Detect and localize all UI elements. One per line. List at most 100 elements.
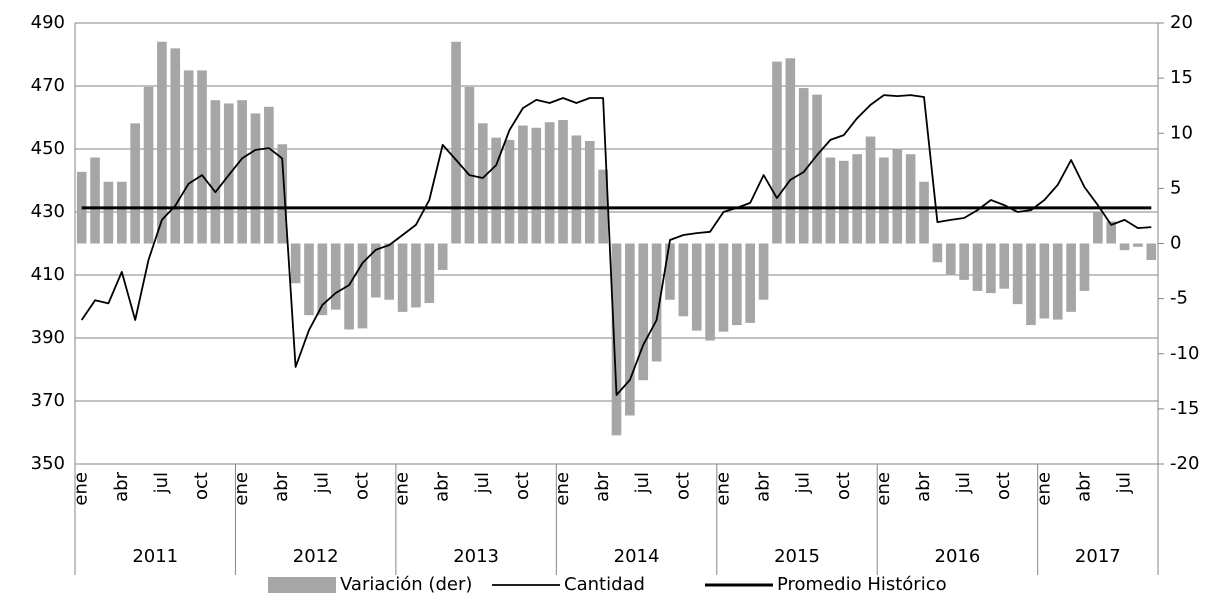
year-label: 2011 [132,546,178,567]
x-tick-label: jul [953,472,974,494]
y2-tick-label: 10 [1170,122,1193,143]
bar [986,243,996,294]
bar [103,181,114,244]
legend-label: Variación (der) [340,574,472,595]
bar [1093,212,1103,244]
bar [437,243,448,270]
bar [143,86,154,244]
bar [678,243,689,317]
bar [1012,243,1023,305]
bar [250,113,261,244]
y2-tick-label: -5 [1170,288,1188,309]
legend-swatch [268,577,336,593]
year-label: 2017 [1075,546,1121,567]
x-tick-label: abr [913,471,934,501]
bar [758,243,769,300]
bar [518,125,528,244]
bar [852,154,862,244]
bar [277,144,288,244]
bar [1026,243,1036,326]
bar [892,148,903,244]
legend-label: Promedio Histórico [777,574,947,595]
y2-tick-label: -20 [1170,453,1199,474]
x-tick-label: abr [1073,471,1094,501]
bar [584,140,595,244]
bar [477,123,488,244]
x-tick-label: oct [512,472,533,500]
x-tick-label: ene [1033,472,1054,506]
bar [879,157,889,244]
bar [304,243,314,316]
bar [237,100,247,244]
bar [197,70,207,244]
bar [651,243,662,362]
bar [919,181,929,244]
bar [531,127,542,244]
bar [210,100,221,244]
x-tick-label: jul [311,472,332,494]
legend-label: Cantidad [564,574,645,595]
bar [1079,243,1090,291]
bar [76,171,87,244]
x-tick-label: oct [672,472,693,500]
bar [798,88,809,244]
year-label: 2012 [293,546,339,567]
bar [1039,243,1050,319]
bar [1119,243,1130,251]
y-tick-label: 370 [31,390,65,411]
year-label: 2015 [774,546,820,567]
bar [638,243,649,381]
bar [1052,243,1063,320]
bar [371,243,381,298]
bar [1133,243,1143,247]
y-tick-label: 470 [31,75,65,96]
y-tick-label: 410 [31,264,65,285]
x-tick-label: jul [632,472,653,494]
x-tick-label: jul [793,472,814,494]
bar [157,41,167,244]
bar [317,243,328,316]
y2-tick-label: 15 [1170,67,1193,88]
bar [705,243,715,341]
bar [451,41,461,244]
year-label: 2014 [614,546,660,567]
x-tick-label: abr [111,471,132,501]
bar [290,243,301,284]
x-tick-label: abr [753,471,774,501]
bar [945,243,956,276]
bar [491,137,501,244]
bar [959,243,969,280]
y2-tick-label: -15 [1170,398,1199,419]
bar [397,243,408,312]
bar [812,94,822,244]
bar [1066,243,1076,312]
bar [745,243,756,323]
y-tick-label: 490 [31,12,65,33]
x-tick-label: oct [351,472,372,500]
x-tick-label: jul [1114,472,1135,494]
y-tick-label: 350 [31,453,65,474]
year-label: 2013 [453,546,499,567]
x-tick-label: jul [151,472,172,494]
x-tick-label: ene [231,472,252,506]
x-tick-label: abr [592,471,613,501]
bar [183,70,194,244]
bar [424,243,435,304]
x-tick-label: oct [993,472,1014,500]
bar [611,243,622,436]
x-tick-label: ene [552,472,573,506]
x-tick-label: ene [873,472,894,506]
bar [330,243,341,310]
y2-tick-label: 20 [1170,12,1193,33]
x-tick-label: ene [71,472,92,506]
x-tick-label: ene [392,472,413,506]
bar [504,139,515,244]
line [80,94,1152,396]
bar [838,160,849,244]
bar [718,243,729,332]
x-tick-label: ene [712,472,733,506]
bar [384,243,395,300]
bar [785,58,796,244]
bar [1106,221,1117,244]
